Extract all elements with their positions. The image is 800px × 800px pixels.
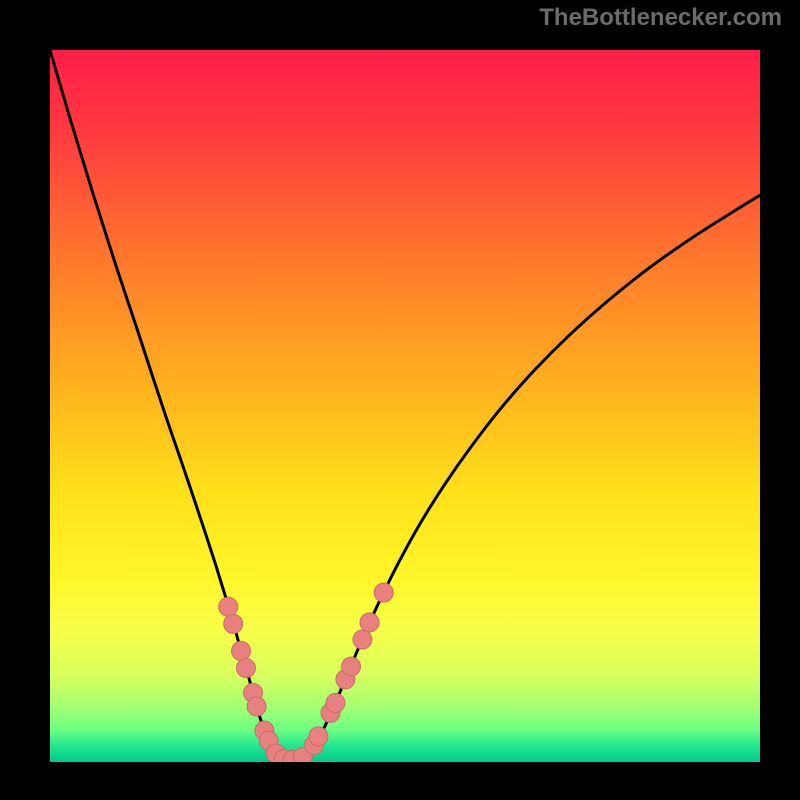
curve-marker [236,659,255,678]
curve-marker [353,630,372,649]
curve-marker [342,657,361,676]
watermark-text: TheBottlenecker.com [539,4,782,32]
curve-marker [219,597,238,616]
curve-marker [231,641,250,660]
curve-marker [309,727,328,746]
curve-marker [224,614,243,633]
curve-marker [247,697,266,716]
chart-background-gradient [50,50,760,762]
curve-marker [360,613,379,632]
chart-plot-area [50,50,760,762]
curve-marker [326,693,345,712]
curve-marker [374,583,393,602]
chart-svg [50,50,760,762]
